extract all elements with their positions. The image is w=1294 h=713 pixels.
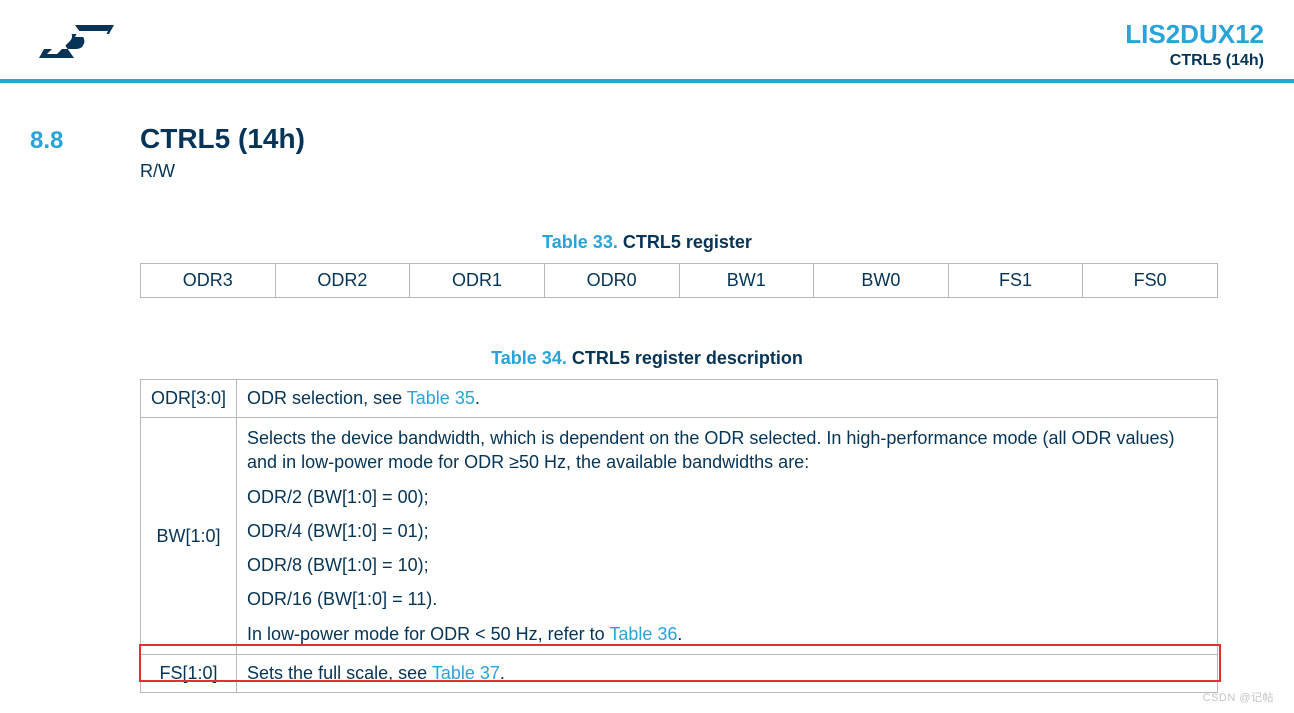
table-row: ODR3 ODR2 ODR1 ODR0 BW1 BW0 FS1 FS0 xyxy=(141,264,1218,298)
section-access: R/W xyxy=(140,161,1264,182)
table-link[interactable]: Table 35 xyxy=(407,388,475,408)
table-link[interactable]: Table 37 xyxy=(432,663,500,683)
desc-text: Sets the full scale, see xyxy=(247,663,432,683)
table-row-highlighted: FS[1:0] Sets the full scale, see Table 3… xyxy=(141,655,1218,693)
desc-text: . xyxy=(677,624,682,644)
section-title: CTRL5 (14h) xyxy=(140,123,305,155)
desc-text: In low-power mode for ODR < 50 Hz, refer… xyxy=(247,624,609,644)
desc-cell: Selects the device bandwidth, which is d… xyxy=(237,418,1218,655)
section-heading: 8.8 CTRL5 (14h) xyxy=(30,123,1264,155)
table33-caption-text: CTRL5 register xyxy=(623,232,752,252)
field-cell: ODR[3:0] xyxy=(141,380,237,418)
table-link[interactable]: Table 36 xyxy=(609,624,677,644)
bit-cell: FS1 xyxy=(948,264,1083,298)
desc-text: ODR/4 (BW[1:0] = 01); xyxy=(247,519,1207,543)
table34-caption: Table 34. CTRL5 register description xyxy=(30,348,1264,369)
desc-text: . xyxy=(500,663,505,683)
bit-cell: ODR0 xyxy=(544,264,679,298)
ctrl5-description-table: ODR[3:0] ODR selection, see Table 35. BW… xyxy=(140,379,1218,693)
bit-cell: FS0 xyxy=(1083,264,1218,298)
ctrl5-register-table: ODR3 ODR2 ODR1 ODR0 BW1 BW0 FS1 FS0 xyxy=(140,263,1218,298)
bit-cell: BW1 xyxy=(679,264,814,298)
bit-cell: BW0 xyxy=(814,264,949,298)
desc-text: ODR/2 (BW[1:0] = 00); xyxy=(247,485,1207,509)
desc-text: . xyxy=(475,388,480,408)
desc-text: ODR/16 (BW[1:0] = 11). xyxy=(247,587,1207,611)
desc-line: In low-power mode for ODR < 50 Hz, refer… xyxy=(247,622,1207,646)
watermark: CSDN @记帖 xyxy=(1203,689,1274,705)
page-header: LIS2DUX12 CTRL5 (14h) xyxy=(0,0,1294,71)
desc-text: ODR/8 (BW[1:0] = 10); xyxy=(247,553,1207,577)
doc-subtitle: CTRL5 (14h) xyxy=(1125,51,1264,71)
desc-cell: ODR selection, see Table 35. xyxy=(237,380,1218,418)
doc-title: LIS2DUX12 xyxy=(1125,18,1264,51)
bit-cell: ODR1 xyxy=(410,264,545,298)
table33-caption: Table 33. CTRL5 register xyxy=(30,232,1264,253)
field-cell: FS[1:0] xyxy=(141,655,237,693)
table-row: BW[1:0] Selects the device bandwidth, wh… xyxy=(141,418,1218,655)
desc-cell: Sets the full scale, see Table 37. xyxy=(237,655,1218,693)
table34-caption-label: Table 34. xyxy=(491,348,572,368)
field-cell: BW[1:0] xyxy=(141,418,237,655)
desc-text: Selects the device bandwidth, which is d… xyxy=(247,426,1207,475)
st-logo xyxy=(30,18,120,71)
header-titles: LIS2DUX12 CTRL5 (14h) xyxy=(1125,18,1264,71)
table-row: ODR[3:0] ODR selection, see Table 35. xyxy=(141,380,1218,418)
table33-caption-label: Table 33. xyxy=(542,232,623,252)
content-area: 8.8 CTRL5 (14h) R/W Table 33. CTRL5 regi… xyxy=(0,83,1294,713)
bit-cell: ODR3 xyxy=(141,264,276,298)
bit-cell: ODR2 xyxy=(275,264,410,298)
desc-text: ODR selection, see xyxy=(247,388,407,408)
section-number: 8.8 xyxy=(30,127,140,155)
table34-caption-text: CTRL5 register description xyxy=(572,348,803,368)
